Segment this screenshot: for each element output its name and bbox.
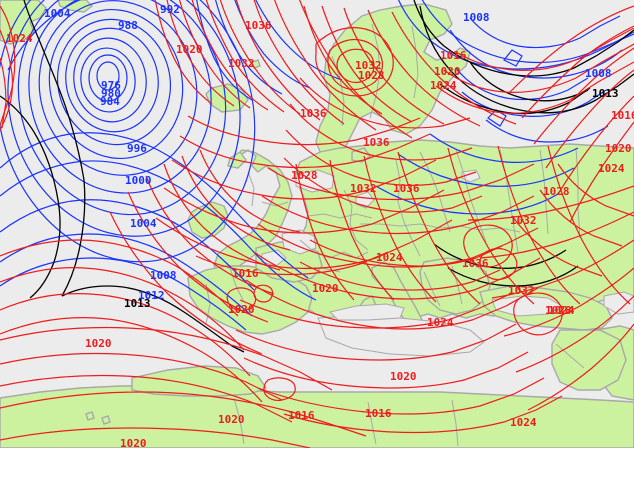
isobar-label: 1024 <box>427 316 454 329</box>
isobar-label: 1020 <box>85 337 112 350</box>
isobar-label: 1020 <box>605 142 632 155</box>
isobar-label: 1008 <box>585 67 612 80</box>
isobar-label: 1020 <box>176 43 203 56</box>
isobar-label: 1016 <box>611 109 634 122</box>
isobar-label: 1020 <box>312 282 339 295</box>
isobar-label: 976 <box>101 79 121 92</box>
isobar-label: 1032 <box>355 59 382 72</box>
isobar-label: 1028 <box>543 185 570 198</box>
isobar-label: 1028 <box>545 304 572 317</box>
isobar-label: 1024 <box>548 304 575 317</box>
isobar-label: 1004 <box>130 217 157 230</box>
isobar-label: 1016 <box>365 407 392 420</box>
footer-bar: Surface pressure [hPa] EC (AIFS) We 12-0… <box>0 448 634 490</box>
isobar-label: 996 <box>127 142 147 155</box>
pressure-map[interactable]: 1024 1004 988 992 1020 1036 1032 1008 1008 1013 10… <box>0 0 634 448</box>
isobar-label: 1032 <box>508 284 535 297</box>
isobar-label: 984 <box>100 95 120 108</box>
isobar-label: 1036 <box>245 19 272 32</box>
isobar-label: 1024 <box>6 32 33 45</box>
isobar-label: 1032 <box>510 214 537 227</box>
isobar-label: 1013 <box>124 297 151 310</box>
isobar-label: 992 <box>160 3 180 16</box>
isobar-label: 1013 <box>592 87 619 100</box>
isobar-label: 1028 <box>358 69 385 82</box>
isobar-label: 1004 <box>44 7 71 20</box>
isobar-1013 <box>0 0 634 353</box>
isobar-labels: 1024100498899210201036103210081008101310… <box>6 3 634 448</box>
isobar-label: 1020 <box>120 437 147 448</box>
landmasses <box>0 0 634 448</box>
isobar-label: 1020 <box>434 65 461 78</box>
isobar-label: 1000 <box>125 174 152 187</box>
isobar-label: 1016 <box>288 409 315 422</box>
isobar-label: 1024 <box>376 251 403 264</box>
isobars-high <box>0 0 634 448</box>
isobar-label: 1008 <box>463 11 490 24</box>
isobar-label: 1024 <box>430 79 457 92</box>
isobars-low <box>0 0 634 331</box>
isobar-label: 1020 <box>228 303 255 316</box>
isobar-label: 980 <box>101 87 121 100</box>
isobar-label: 1016 <box>232 267 259 280</box>
isobar-label: 1008 <box>150 269 177 282</box>
isobar-label: 1032 <box>350 182 377 195</box>
isobar-label: 1028 <box>291 169 318 182</box>
map-canvas: 1024100498899210201036103210081008101310… <box>0 0 634 448</box>
isobar-label: 1036 <box>300 107 327 120</box>
isobar-label: 1024 <box>598 162 625 175</box>
isobar-label: 1032 <box>228 57 255 70</box>
isobar-label: 1020 <box>218 413 245 426</box>
isobar-label: 1016 <box>440 49 467 62</box>
isobar-label: 1036 <box>462 257 489 270</box>
isobar-label: 988 <box>118 19 138 32</box>
isobar-label: 1036 <box>363 136 390 149</box>
country-borders <box>205 23 585 447</box>
isobar-label: 1020 <box>390 370 417 383</box>
isobar-label: 1012 <box>138 289 165 302</box>
isobar-label: 1024 <box>510 416 537 429</box>
isobar-label: 1036 <box>393 182 420 195</box>
